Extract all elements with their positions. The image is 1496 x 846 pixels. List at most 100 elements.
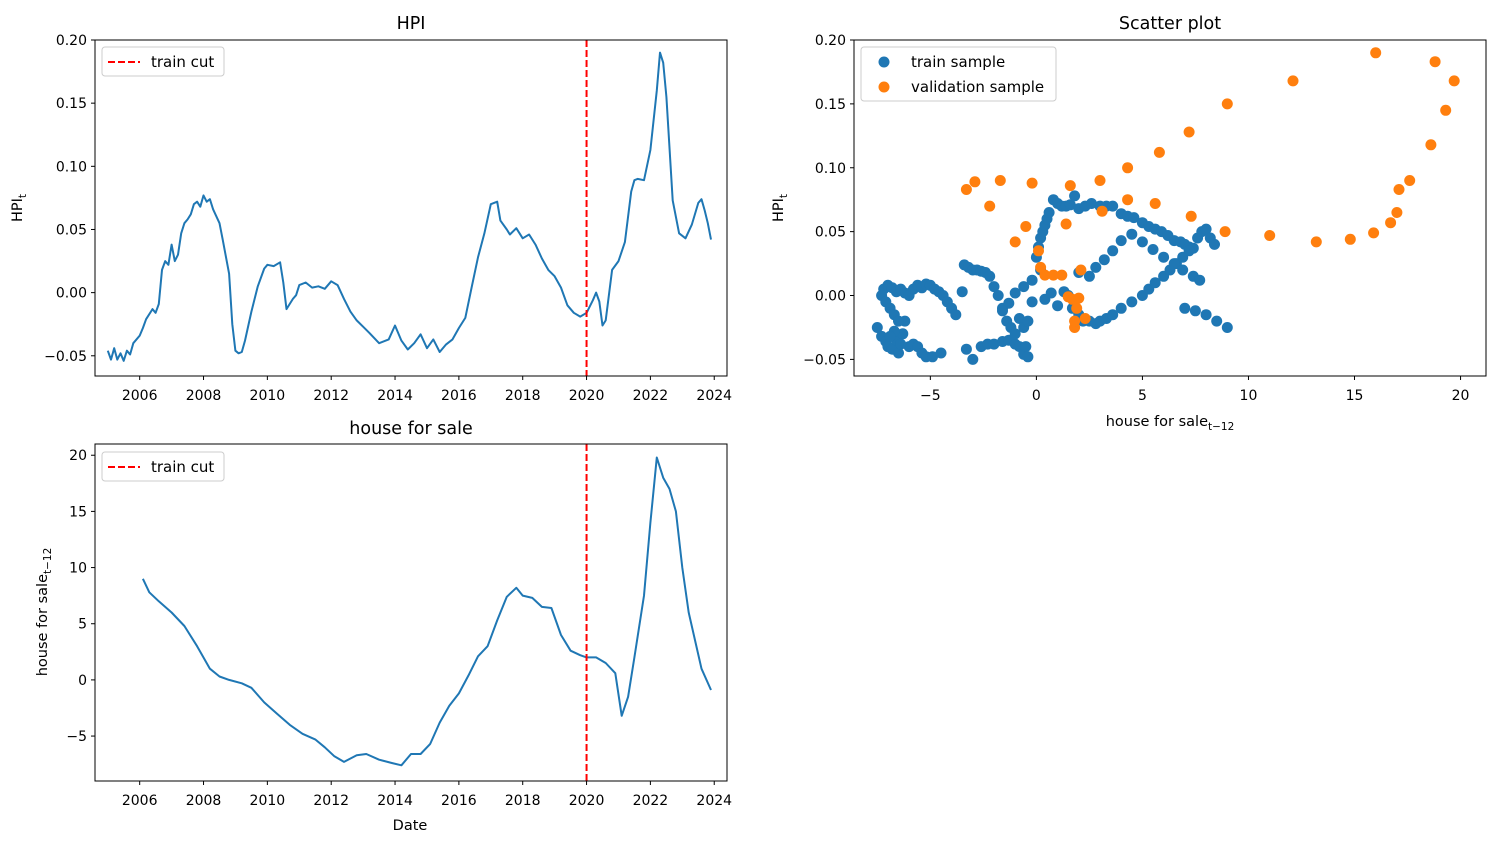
scatter-x-tick-label: 5 (1138, 388, 1147, 404)
train-sample-point (1209, 238, 1220, 250)
train-sample-point (1126, 296, 1138, 308)
validation-sample-point (960, 184, 972, 195)
house-for-sale-line-chart: house for sale house for salet−12 Date 2… (35, 419, 732, 834)
hpi-chart-title: HPI (397, 14, 426, 34)
validation-sample-point (1149, 198, 1161, 209)
validation-sample-point (1094, 175, 1106, 186)
train-sample-point (956, 286, 968, 298)
validation-sample-point (1448, 75, 1460, 87)
validation-sample-point (1079, 313, 1091, 324)
train-sample-point (935, 347, 947, 359)
validation-sample-point (1096, 205, 1108, 217)
train-sample-point (871, 322, 883, 333)
train-sample-point (893, 315, 904, 327)
train-sample-point (1020, 341, 1032, 353)
hpi-x-tick-label: 2020 (569, 388, 605, 404)
validation-sample-point (1069, 315, 1081, 327)
house-for-sale-y-tick-label: 5 (78, 617, 87, 633)
hpi-y-tick-label: −0.05 (44, 349, 87, 365)
scatter-x-tick-label: −5 (920, 388, 941, 404)
validation-sample-point (1009, 236, 1021, 248)
hpi-line-chart: HPI HPIt 2006 2008 2010 2012 2014 2016 2018 202… (10, 14, 732, 404)
train-sample-point (1098, 254, 1110, 266)
hpi-x-tick-label: 2012 (313, 388, 349, 404)
train-sample-point (1043, 207, 1055, 218)
train-sample-point (1026, 296, 1038, 308)
train-sample-point (1126, 228, 1138, 240)
validation-sample-point (1368, 227, 1380, 239)
train-sample-point (1147, 244, 1159, 255)
train-sample-point (1090, 261, 1102, 273)
hpi-y-tick-label: 0.15 (56, 96, 87, 112)
house-for-sale-x-tick-label: 2010 (250, 793, 286, 809)
house-for-sale-x-tick-label: 2022 (633, 793, 669, 809)
validation-sample-point (1219, 226, 1231, 238)
train-sample-point (1115, 302, 1127, 314)
scatter-y-tick-label: 0.15 (815, 97, 846, 113)
hpi-x-tick-label: 2010 (250, 388, 286, 404)
hpi-x-tick-label: 2018 (505, 388, 541, 404)
house-for-sale-y-tick-label: 20 (69, 448, 87, 464)
validation-sample-point (1404, 175, 1416, 186)
train-sample-point (1211, 315, 1223, 327)
train-sample-point (1179, 302, 1191, 314)
scatter-y-tick-label: 0.05 (815, 225, 846, 241)
validation-sample-point (1264, 230, 1276, 241)
scatter-legend-validation-label: validation sample (911, 78, 1044, 96)
scatter-y-tick-label: 0.20 (815, 33, 846, 49)
validation-sample-point (1075, 264, 1087, 276)
validation-sample-point (1071, 302, 1083, 314)
train-sample-point (1107, 200, 1119, 212)
train-sample-point (967, 353, 979, 365)
train-sample-point (1003, 297, 1015, 309)
hpi-y-tick-label: 0.20 (56, 33, 87, 49)
train-sample-point (1200, 223, 1212, 235)
train-sample-point (1009, 287, 1021, 299)
validation-sample-point (1035, 261, 1047, 273)
validation-sample-point (994, 175, 1006, 186)
train-sample-point (897, 328, 909, 340)
house-for-sale-x-tick-label: 2006 (122, 793, 158, 809)
validation-sample-point (1122, 194, 1134, 206)
house-for-sale-y-axis-label: house for salet−12 (35, 548, 54, 677)
train-sample-point (884, 330, 896, 342)
hpi-y-axis-label: HPIt (10, 194, 29, 222)
train-sample-point (1052, 300, 1064, 312)
train-sample-point (1177, 264, 1189, 276)
validation-sample-point (1153, 146, 1165, 158)
house-for-sale-x-axis-label: Date (393, 818, 428, 834)
train-sample-point (1064, 199, 1076, 211)
train-sample-point (988, 338, 1000, 350)
house-for-sale-y-tick-label: 10 (69, 561, 87, 577)
hpi-plot-frame (94, 39, 728, 377)
house-for-sale-x-tick-label: 2016 (441, 793, 477, 809)
validation-sample-point (1060, 218, 1072, 230)
scatter-legend-train-label: train sample (911, 53, 1005, 71)
scatter-chart: Scatter plot HPIt house for salet−12 −5 0… (771, 14, 1487, 433)
train-sample-point (1149, 277, 1161, 289)
train-sample-point (1013, 313, 1025, 324)
validation-sample-point (984, 200, 996, 212)
train-sample-point (1069, 190, 1081, 202)
train-sample-point (1158, 251, 1170, 263)
scatter-x-tick-label: 20 (1452, 388, 1470, 404)
train-sample-point (1083, 270, 1095, 282)
validation-sample-point (1287, 75, 1299, 87)
hpi-y-tick-label: 0.10 (56, 159, 87, 175)
validation-sample-point (1185, 210, 1197, 222)
hpi-x-tick-label: 2024 (696, 388, 732, 404)
scatter-x-tick-label: 0 (1032, 388, 1041, 404)
scatter-legend: train sample validation sample (860, 46, 1057, 102)
train-sample-point (1018, 281, 1030, 293)
train-sample-point (1022, 315, 1034, 327)
scatter-x-axis-label: house for salet−12 (1106, 414, 1235, 433)
validation-sample-point (1221, 98, 1233, 110)
train-sample-point (1026, 274, 1038, 286)
hpi-legend: train cut (101, 46, 225, 77)
scatter-legend-box (860, 46, 1057, 102)
train-sample-point (1136, 236, 1148, 248)
scatter-y-tick-label: 0.10 (815, 161, 846, 177)
validation-sample-point (1064, 180, 1076, 192)
train-sample-point (895, 338, 907, 350)
